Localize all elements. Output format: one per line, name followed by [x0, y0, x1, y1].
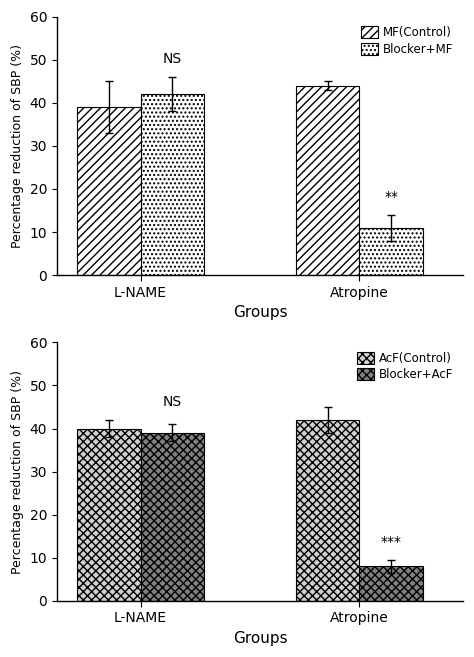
Bar	[296, 420, 359, 601]
Text: ***: ***	[381, 535, 402, 549]
Bar	[77, 107, 141, 275]
Bar	[359, 566, 423, 601]
Legend: MF(Control), Blocker+MF: MF(Control), Blocker+MF	[357, 22, 457, 59]
Text: **: **	[384, 190, 398, 204]
Y-axis label: Percentage reduction of SBP (%): Percentage reduction of SBP (%)	[11, 44, 24, 248]
Bar	[359, 228, 423, 275]
Legend: AcF(Control), Blocker+AcF: AcF(Control), Blocker+AcF	[353, 348, 457, 385]
Text: NS: NS	[163, 52, 182, 66]
X-axis label: Groups: Groups	[233, 305, 287, 320]
Y-axis label: Percentage reduction of SBP (%): Percentage reduction of SBP (%)	[11, 370, 24, 574]
Bar	[141, 94, 204, 275]
Bar	[77, 428, 141, 601]
Bar	[296, 85, 359, 275]
Text: NS: NS	[163, 395, 182, 409]
Bar	[141, 433, 204, 601]
X-axis label: Groups: Groups	[233, 631, 287, 646]
